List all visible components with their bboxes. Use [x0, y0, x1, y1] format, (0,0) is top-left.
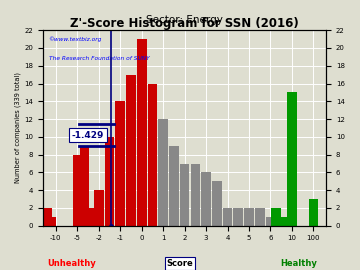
Bar [266, 217, 275, 226]
Bar [274, 217, 283, 226]
Bar [223, 208, 233, 226]
Bar [158, 119, 168, 226]
Bar [80, 146, 89, 226]
Text: The Research Foundation of SUNY: The Research Foundation of SUNY [49, 56, 149, 61]
Bar [287, 190, 297, 226]
Bar [169, 146, 179, 226]
Bar [190, 164, 200, 226]
Bar [201, 173, 211, 226]
Bar [287, 92, 297, 226]
Bar [212, 181, 222, 226]
Bar [47, 217, 57, 226]
Bar [180, 164, 189, 226]
Bar [116, 101, 125, 226]
Bar [279, 217, 289, 226]
Bar [90, 217, 100, 226]
Bar [276, 217, 286, 226]
Bar [105, 137, 114, 226]
Bar [282, 217, 291, 226]
Bar [287, 164, 297, 226]
Text: Sector: Energy: Sector: Energy [146, 15, 223, 25]
Bar [42, 208, 52, 226]
Bar [126, 75, 136, 226]
Bar [255, 208, 265, 226]
Text: -1.429: -1.429 [72, 131, 104, 140]
Text: ©www.textbiz.org: ©www.textbiz.org [49, 36, 102, 42]
Bar [271, 208, 281, 226]
Bar [284, 217, 294, 226]
Bar [87, 208, 96, 226]
Bar [268, 217, 278, 226]
Bar [94, 190, 104, 226]
Bar [234, 208, 243, 226]
Text: Healthy: Healthy [280, 259, 317, 268]
Text: Score: Score [167, 259, 193, 268]
Y-axis label: Number of companies (339 total): Number of companies (339 total) [15, 72, 22, 184]
Bar [244, 208, 254, 226]
Bar [72, 155, 82, 226]
Title: Z'-Score Histogram for SSN (2016): Z'-Score Histogram for SSN (2016) [70, 17, 299, 30]
Bar [309, 199, 318, 226]
Bar [137, 39, 147, 226]
Bar [148, 83, 157, 226]
Text: Unhealthy: Unhealthy [47, 259, 95, 268]
